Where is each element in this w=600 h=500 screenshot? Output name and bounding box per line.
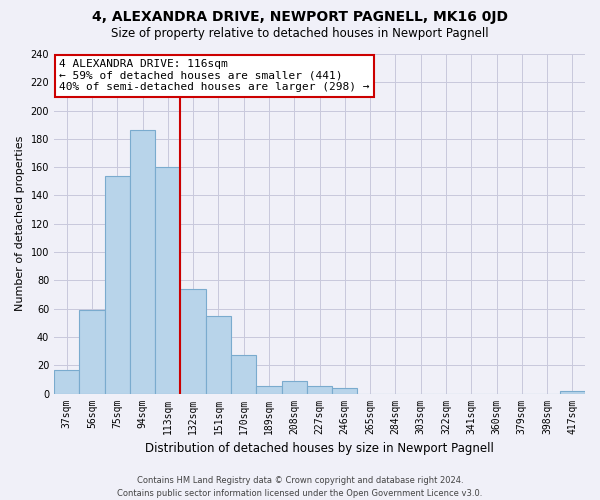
Bar — [206, 316, 231, 394]
Text: 4, ALEXANDRA DRIVE, NEWPORT PAGNELL, MK16 0JD: 4, ALEXANDRA DRIVE, NEWPORT PAGNELL, MK1… — [92, 10, 508, 24]
Bar — [181, 289, 206, 394]
Bar — [332, 388, 358, 394]
Bar — [307, 386, 332, 394]
Text: Contains HM Land Registry data © Crown copyright and database right 2024.
Contai: Contains HM Land Registry data © Crown c… — [118, 476, 482, 498]
Bar — [130, 130, 155, 394]
X-axis label: Distribution of detached houses by size in Newport Pagnell: Distribution of detached houses by size … — [145, 442, 494, 455]
Text: 4 ALEXANDRA DRIVE: 116sqm
← 59% of detached houses are smaller (441)
40% of semi: 4 ALEXANDRA DRIVE: 116sqm ← 59% of detac… — [59, 59, 370, 92]
Bar — [79, 310, 104, 394]
Bar — [155, 167, 181, 394]
Bar — [281, 381, 307, 394]
Bar — [54, 370, 79, 394]
Y-axis label: Number of detached properties: Number of detached properties — [15, 136, 25, 312]
Bar — [560, 390, 585, 394]
Bar — [104, 176, 130, 394]
Bar — [231, 356, 256, 394]
Text: Size of property relative to detached houses in Newport Pagnell: Size of property relative to detached ho… — [111, 28, 489, 40]
Bar — [256, 386, 281, 394]
